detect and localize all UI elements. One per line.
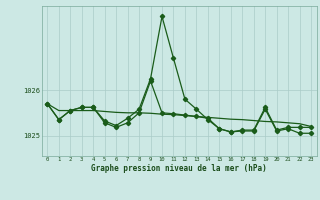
X-axis label: Graphe pression niveau de la mer (hPa): Graphe pression niveau de la mer (hPa) — [91, 164, 267, 173]
